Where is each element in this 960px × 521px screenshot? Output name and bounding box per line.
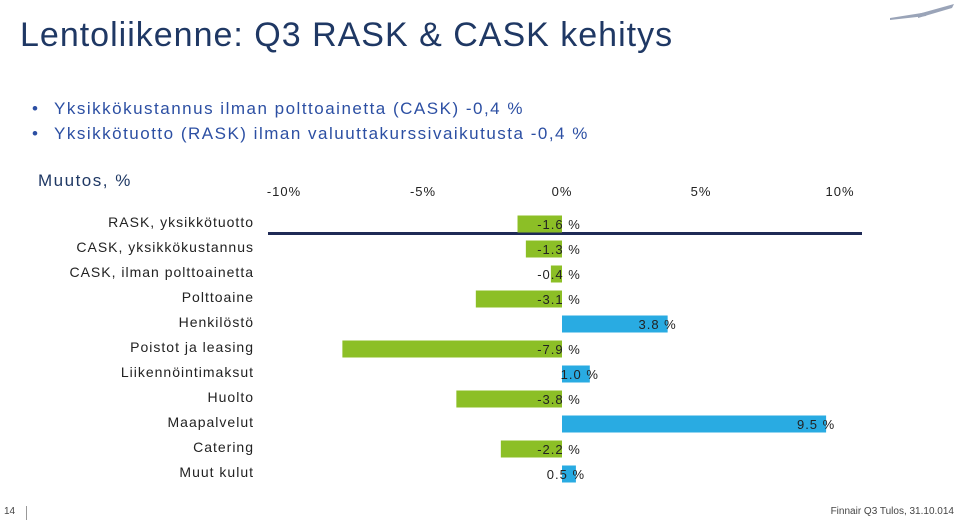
data-label: -3.1 % (537, 292, 581, 307)
bar (517, 215, 562, 233)
bullet-list: Yksikkökustannus ilman polttoainetta (CA… (32, 96, 589, 146)
bar (562, 365, 590, 383)
footer-source: Finnair Q3 Tulos, 31.10.014 (830, 506, 954, 517)
data-label: -7.9 % (537, 342, 581, 357)
unit-label: Muutos, % (38, 171, 132, 190)
bar (456, 390, 562, 408)
category-label: CASK, ilman polttoainetta (69, 264, 254, 280)
x-tick-label: -10% (267, 184, 301, 199)
data-label: 3.8 % (639, 317, 677, 332)
bar (562, 315, 668, 333)
page-number: 14 (0, 506, 27, 520)
category-label: Muut kulut (179, 464, 254, 480)
data-label: 9.5 % (797, 417, 835, 432)
bullet-item: Yksikkötuotto (RASK) ilman valuuttakurss… (32, 121, 589, 146)
bar (475, 290, 562, 308)
bar (342, 340, 562, 358)
category-label: Maapalvelut (168, 414, 255, 430)
bullet-item: Yksikkökustannus ilman polttoainetta (CA… (32, 96, 589, 121)
bar (525, 240, 562, 258)
slide-title: Lentoliikenne: Q3 RASK & CASK kehitys (20, 16, 674, 54)
bar (562, 465, 576, 483)
data-label: 0.5 % (547, 467, 585, 482)
category-label: RASK, yksikkötuotto (108, 214, 254, 230)
bar (562, 415, 827, 433)
bar (500, 440, 562, 458)
data-label: -2.2 % (537, 442, 581, 457)
data-label: 1.0 % (561, 367, 599, 382)
category-label: Polttoaine (182, 289, 254, 305)
category-label: Henkilöstö (179, 314, 254, 330)
x-tick-label: 5% (691, 184, 712, 199)
category-label: CASK, yksikkökustannus (76, 239, 254, 255)
x-tick-label: 10% (825, 184, 854, 199)
category-label: Catering (193, 439, 254, 455)
category-label: Poistot ja leasing (130, 339, 254, 355)
x-tick-label: -5% (410, 184, 436, 199)
category-label: Liikennöintimaksut (121, 364, 254, 380)
category-label: Huolto (208, 389, 254, 405)
finnair-logo (890, 4, 954, 20)
data-label: -0.4 % (537, 267, 581, 282)
data-label: -3.8 % (537, 392, 581, 407)
x-tick-label: 0% (552, 184, 573, 199)
data-label: -1.6 % (537, 217, 581, 232)
bar (550, 265, 562, 283)
data-label: -1.3 % (537, 242, 581, 257)
